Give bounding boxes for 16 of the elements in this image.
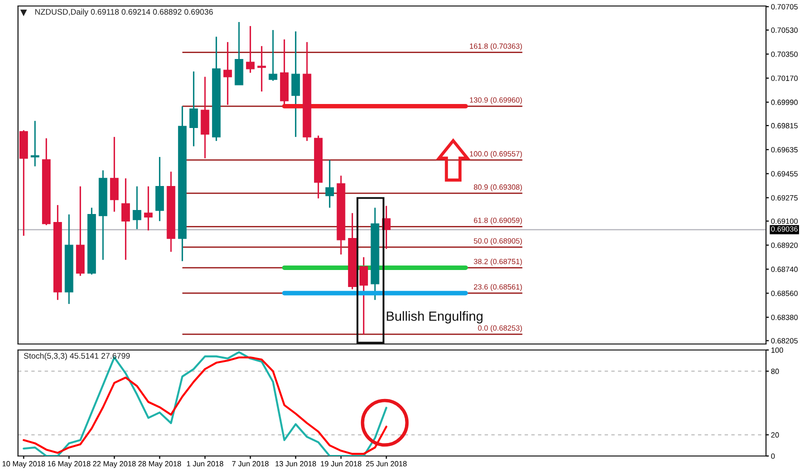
annotation: Bullish Engulfing — [386, 311, 482, 324]
chart-title: NZDUSD,Daily 0.69118 0.69214 0.68892 0.69036 — [35, 8, 213, 16]
candlestick — [257, 45, 266, 92]
candlestick — [246, 25, 255, 74]
candlestick — [223, 41, 232, 106]
candlestick — [132, 186, 142, 230]
candlestick — [30, 120, 40, 168]
chart-title: Stoch(5,3,3) 45.5141 27.6799 — [24, 352, 130, 360]
candlestick — [189, 70, 198, 147]
candlestick — [325, 159, 334, 208]
candlestick — [268, 29, 278, 82]
candlestick — [144, 186, 153, 232]
candlestick — [291, 30, 300, 138]
candlestick — [359, 256, 368, 335]
candlestick — [121, 178, 130, 261]
candlestick — [110, 136, 119, 212]
